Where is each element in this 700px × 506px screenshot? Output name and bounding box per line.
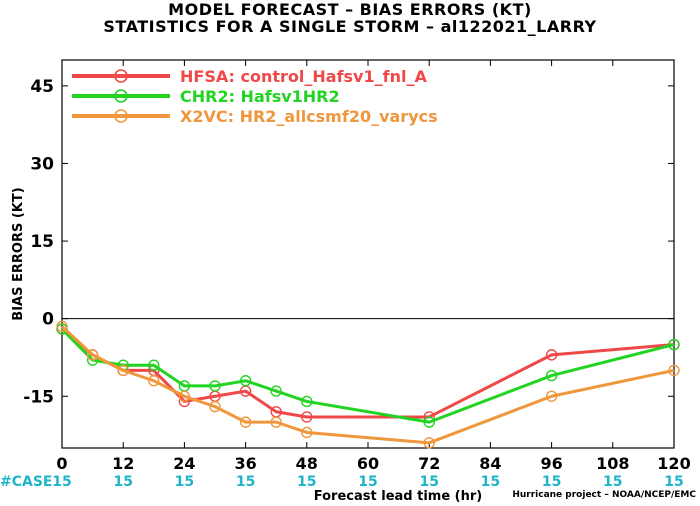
case-label: #CASE [0, 474, 53, 490]
data-point [301, 426, 313, 439]
y-tick-label: 45 [30, 77, 54, 97]
data-point [148, 359, 160, 371]
x-tick-label: 108 [596, 454, 629, 473]
case-count: 15 [603, 474, 622, 490]
data-point [423, 416, 435, 428]
x-tick-label: 36 [234, 454, 256, 473]
case-count: 15 [175, 474, 194, 490]
data-point [301, 395, 313, 408]
x-tick-label: 60 [357, 454, 379, 473]
data-point [423, 437, 435, 449]
case-count: 15 [236, 474, 255, 490]
y-tick-label: 30 [30, 154, 54, 174]
data-point [545, 390, 558, 402]
x-tick-label: 120 [657, 454, 690, 473]
legend-swatch-marker [114, 109, 128, 123]
data-point [545, 349, 558, 361]
case-count: 15 [664, 474, 683, 490]
y-tick-label: -15 [23, 387, 54, 407]
case-count: 15 [52, 474, 71, 490]
case-count: 15 [358, 474, 377, 490]
x-tick-label: 0 [56, 454, 67, 473]
x-tick-label: 24 [173, 454, 195, 473]
data-point [148, 375, 160, 387]
data-point [56, 320, 68, 333]
legend-swatch-marker [114, 69, 128, 83]
data-point [545, 369, 558, 382]
x-tick-label: 48 [296, 454, 318, 473]
x-tick-label: 84 [479, 454, 501, 473]
data-point [270, 385, 282, 397]
data-point [301, 411, 313, 423]
legend-swatch-marker [114, 89, 128, 103]
chart-subtitle: STATISTICS FOR A SINGLE STORM – al122021… [103, 17, 597, 36]
legend-entry: CHR2: Hafsv1HR2 [180, 87, 340, 106]
data-point [209, 400, 221, 413]
case-count: 15 [419, 474, 438, 490]
y-tick-label: 0 [42, 310, 54, 330]
case-count: 15 [297, 474, 316, 490]
series-line-0 [61, 327, 675, 419]
chart-title: MODEL FORECAST – BIAS ERRORS (KT) [168, 0, 532, 19]
y-axis-label: BIAS ERRORS (KT) [11, 187, 26, 320]
data-point [239, 416, 252, 428]
x-tick-label: 12 [112, 454, 134, 473]
series-line-2 [60, 325, 675, 445]
data-point [86, 349, 99, 361]
data-point [209, 380, 221, 392]
x-tick-label: 96 [540, 454, 562, 473]
data-point [668, 364, 680, 377]
data-point [668, 338, 680, 351]
data-point [239, 375, 252, 387]
legend-entry: X2VC: HR2_allcsmf20_varycs [180, 107, 438, 126]
legend-entry: HFSA: control_Hafsv1_fnl_A [180, 67, 427, 86]
data-point [117, 364, 129, 377]
footer-credit: Hurricane project – NOAA/NCEP/EMC [512, 490, 696, 500]
data-point [178, 390, 191, 402]
x-tick-label: 72 [418, 454, 440, 473]
case-count: 15 [113, 474, 132, 490]
x-axis-label: Forecast lead time (hr) [314, 489, 482, 504]
case-count: 15 [481, 474, 500, 490]
case-count: 15 [542, 474, 561, 490]
data-point [270, 416, 282, 428]
y-tick-label: 15 [30, 232, 54, 252]
